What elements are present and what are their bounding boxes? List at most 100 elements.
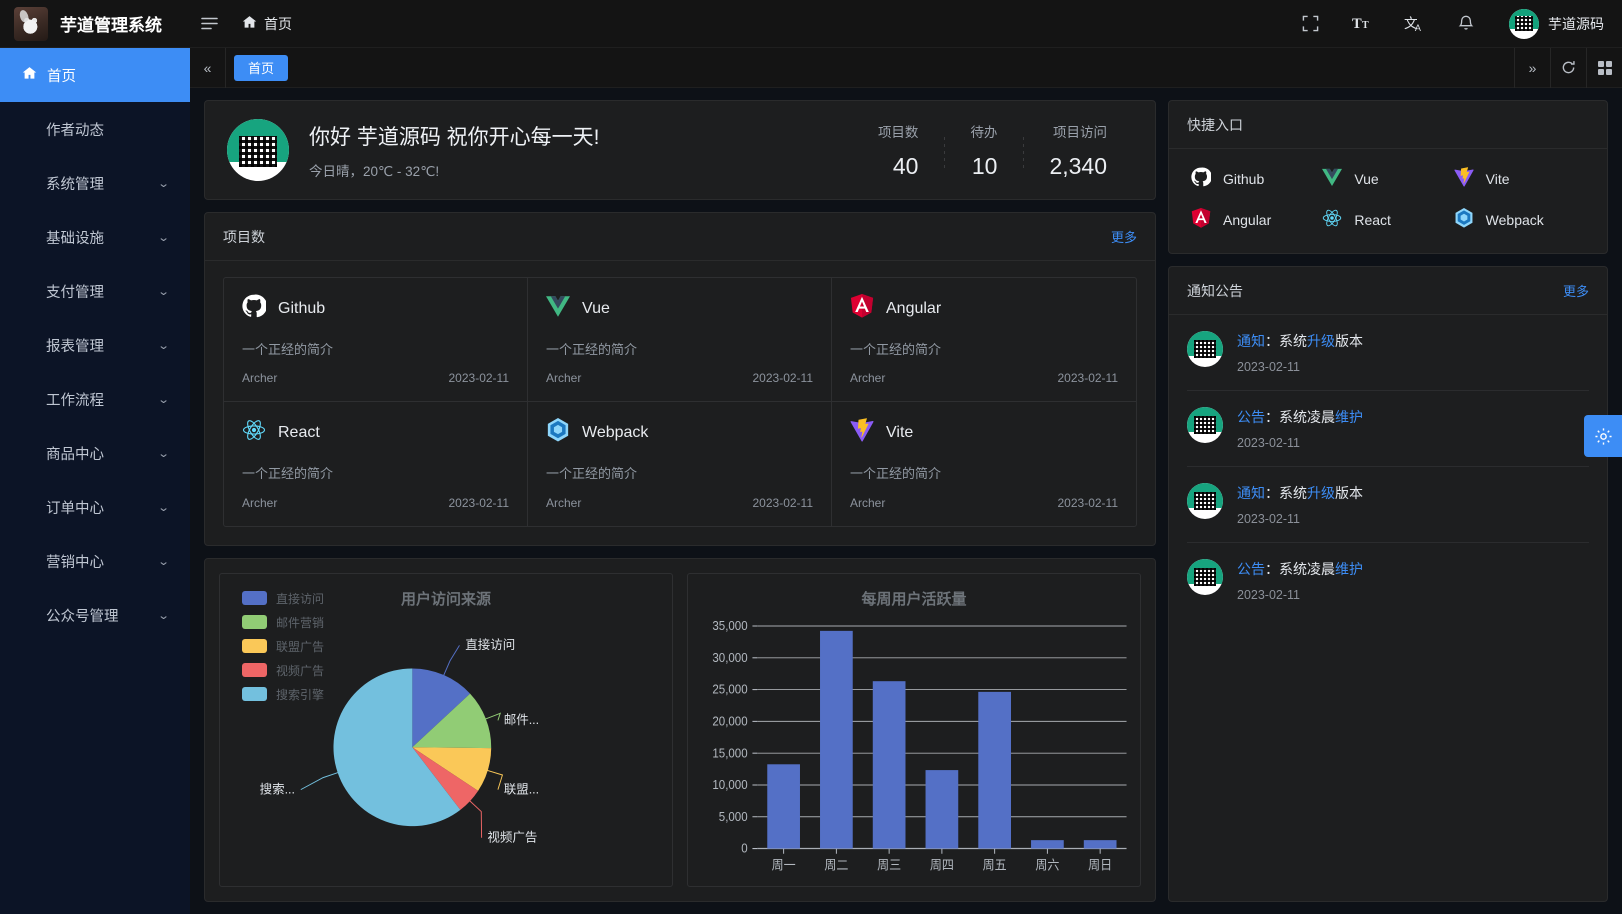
- notices-more-link[interactable]: 更多: [1562, 284, 1589, 299]
- project-author: Archer: [850, 371, 886, 385]
- user-menu[interactable]: 芋道源码: [1503, 8, 1604, 39]
- bar-rect-2[interactable]: [872, 681, 906, 849]
- quick-entry-item-2[interactable]: Vite: [1454, 167, 1585, 190]
- project-meta: Archer 2023-02-11: [546, 371, 813, 385]
- pie-legend-item-0[interactable]: 直接访问: [242, 586, 324, 610]
- bar-rect-3[interactable]: [925, 770, 959, 849]
- projects-grid: Github 一个正经的简介 Archer 2023-02-11 Vue 一个正经的简介 A…: [223, 277, 1137, 527]
- notice-item-2[interactable]: 通知：系统升级版本 2023-02-11: [1187, 466, 1589, 542]
- notice-item-0[interactable]: 通知：系统升级版本 2023-02-11: [1187, 315, 1589, 390]
- projects-more-link[interactable]: 更多: [1110, 230, 1137, 245]
- pie-legend-item-4[interactable]: 搜索引擎: [242, 682, 324, 706]
- project-card-2[interactable]: Angular 一个正经的简介 Archer 2023-02-11: [832, 278, 1136, 402]
- quick-entry-item-1[interactable]: Vue: [1322, 167, 1453, 190]
- react-icon: [1322, 208, 1342, 231]
- breadcrumb[interactable]: 首页: [242, 14, 292, 34]
- legend-label: 邮件营销: [276, 615, 325, 630]
- pie-chart-title: 用户访问来源: [400, 591, 491, 608]
- notice-title[interactable]: 公告：系统凌晨维护: [1237, 561, 1363, 577]
- pie-legend-item-3[interactable]: 视频广告: [242, 658, 324, 682]
- sidebar-item-9[interactable]: 营销中心 ⌄: [0, 534, 190, 588]
- sidebar-item-7[interactable]: 商品中心 ⌄: [0, 426, 190, 480]
- notice-title[interactable]: 通知：系统升级版本: [1237, 333, 1363, 349]
- pie-slice-label-2: 联盟...: [504, 782, 539, 796]
- sidebar-item-2[interactable]: 系统管理 ⌄: [0, 156, 190, 210]
- pie-legend-item-2[interactable]: 联盟广告: [242, 634, 324, 658]
- svg-text:A: A: [1415, 22, 1422, 32]
- refresh-icon[interactable]: [1550, 47, 1586, 88]
- translate-icon[interactable]: 文 A: [1399, 9, 1429, 39]
- notice-title[interactable]: 公告：系统凌晨维护: [1237, 409, 1363, 425]
- project-card-1[interactable]: Vue 一个正经的简介 Archer 2023-02-11: [528, 278, 832, 402]
- topbar-left-tools: 首页: [190, 9, 292, 39]
- stat-label: 待办: [970, 124, 998, 140]
- sidebar-item-4[interactable]: 支付管理 ⌄: [0, 264, 190, 318]
- pie-slice-1[interactable]: [412, 693, 492, 749]
- pie-slice-0[interactable]: [412, 668, 471, 748]
- bar-rect-5[interactable]: [1031, 840, 1064, 849]
- app-title: 芋道管理系统: [60, 16, 162, 35]
- pie-slice-3[interactable]: [412, 747, 479, 810]
- notice-title[interactable]: 通知：系统升级版本: [1237, 485, 1363, 501]
- sidebar-item-0[interactable]: 首页: [0, 48, 190, 102]
- tabs-scroll: 首页: [226, 54, 1514, 81]
- sidebar-item-3[interactable]: 基础设施 ⌄: [0, 210, 190, 264]
- font-size-icon[interactable]: T T: [1347, 9, 1377, 39]
- bar-ytick-label-5: 25,000: [712, 682, 748, 697]
- bar-chart-graphic[interactable]: 0 5,000 10,000 15,000 20,000 25,000 30,000 35,0…: [688, 574, 1140, 886]
- chevrons-right-icon[interactable]: »: [1514, 47, 1550, 88]
- project-card-4[interactable]: Webpack 一个正经的简介 Archer 2023-02-11: [528, 402, 832, 526]
- project-card-5[interactable]: Vite 一个正经的简介 Archer 2023-02-11: [832, 402, 1136, 526]
- project-meta: Archer 2023-02-11: [850, 496, 1118, 510]
- chevron-down-icon: ⌄: [157, 285, 170, 298]
- tab-0[interactable]: 首页: [234, 54, 289, 81]
- pie-legend-item-1[interactable]: 邮件营销: [242, 610, 324, 634]
- bar-ytick-label-7: 35,000: [712, 619, 748, 634]
- project-card-3[interactable]: React 一个正经的简介 Archer 2023-02-11: [224, 402, 528, 526]
- bar-rect-1[interactable]: [820, 630, 853, 849]
- quick-entry-grid: Github Vue Vite Angular React Webpack: [1191, 167, 1585, 231]
- legend-swatch: [242, 687, 267, 701]
- quick-entry-item-4[interactable]: React: [1322, 208, 1453, 231]
- notice-item-1[interactable]: 公告：系统凌晨维护 2023-02-11: [1187, 390, 1589, 466]
- chevron-down-icon: ⌄: [157, 231, 170, 244]
- notice-avatar: [1187, 407, 1223, 443]
- chevron-down-icon: ⌄: [157, 501, 170, 514]
- quick-entry-item-5[interactable]: Webpack: [1454, 208, 1585, 231]
- bar-rect-4[interactable]: [978, 691, 1011, 849]
- sidebar-item-5[interactable]: 报表管理 ⌄: [0, 318, 190, 372]
- chevrons-left-icon[interactable]: «: [190, 47, 226, 88]
- pie-slice-4[interactable]: [333, 668, 461, 827]
- brand[interactable]: 芋道管理系统: [0, 6, 190, 41]
- project-date: 2023-02-11: [752, 371, 814, 385]
- pie-leader-line-4: [300, 771, 340, 791]
- project-head: React: [242, 418, 509, 447]
- sidebar-item-label: 首页: [47, 68, 76, 85]
- sidebar-item-10[interactable]: 公众号管理 ⌄: [0, 588, 190, 642]
- grid-icon[interactable]: [1586, 47, 1622, 88]
- notice-avatar: [1187, 331, 1223, 367]
- bar-rect-6[interactable]: [1083, 840, 1117, 849]
- pie-slice-2[interactable]: [412, 747, 492, 791]
- notice-item-3[interactable]: 公告：系统凌晨维护 2023-02-11: [1187, 542, 1589, 618]
- quick-entry-item-3[interactable]: Angular: [1191, 208, 1322, 231]
- angular-icon: [850, 294, 874, 323]
- fullscreen-icon[interactable]: [1295, 9, 1325, 39]
- quick-entry-card: 快捷入口 Github Vue Vite Angular React Webpack: [1168, 100, 1608, 254]
- bar-ytick-label-6: 30,000: [712, 651, 748, 666]
- project-date: 2023-02-11: [448, 496, 510, 510]
- hamburger-icon[interactable]: [194, 9, 224, 39]
- project-name: Vite: [886, 423, 914, 441]
- pie-chart-graphic[interactable]: 直接访问 邮件... 联盟... 视频广告 搜索...: [220, 574, 672, 886]
- quick-entry-label: Vue: [1354, 170, 1379, 187]
- bell-icon[interactable]: [1451, 9, 1481, 39]
- gear-icon[interactable]: [1584, 415, 1622, 457]
- sidebar-item-6[interactable]: 工作流程 ⌄: [0, 372, 190, 426]
- bar-rect-0[interactable]: [767, 764, 800, 849]
- quick-entry-item-0[interactable]: Github: [1191, 167, 1322, 190]
- sidebar-item-8[interactable]: 订单中心 ⌄: [0, 480, 190, 534]
- project-card-0[interactable]: Github 一个正经的简介 Archer 2023-02-11: [224, 278, 528, 402]
- vue-icon: [546, 294, 570, 323]
- sidebar-item-1[interactable]: 作者动态: [0, 102, 190, 156]
- legend-label: 视频广告: [276, 663, 325, 678]
